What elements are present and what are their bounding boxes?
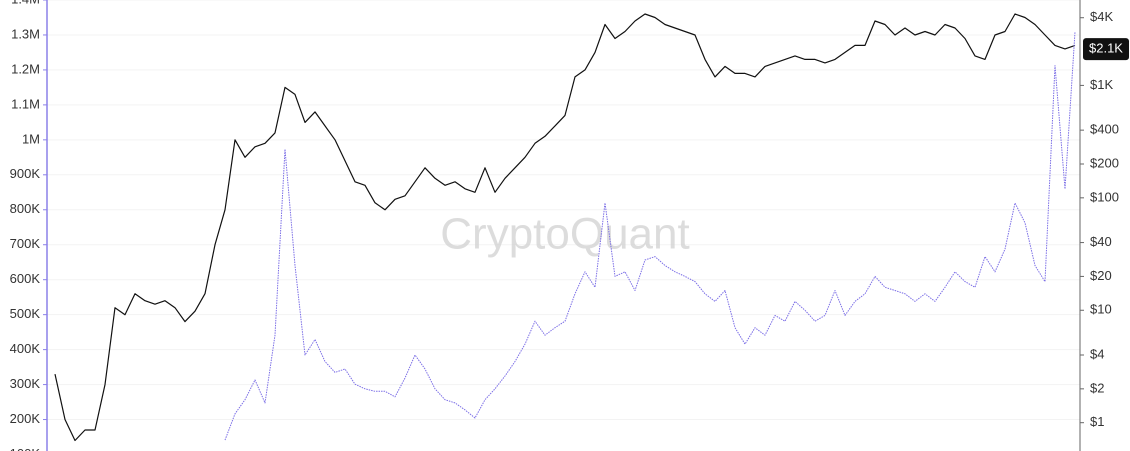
series-line — [224, 31, 1076, 441]
price-tag — [1083, 38, 1129, 61]
y-tick-label: 100K — [10, 446, 41, 451]
y2-tick-label: $2 — [1090, 380, 1104, 395]
y2-tick-label: $1K — [1090, 77, 1113, 92]
y-tick-label: 1M — [22, 131, 40, 146]
watermark: CryptoQuant — [440, 210, 689, 259]
y-tick-label: 200K — [10, 411, 41, 426]
y-tick-label: 400K — [10, 341, 41, 356]
y2-tick-label: $200 — [1090, 155, 1119, 170]
series-line — [54, 13, 1076, 442]
y-tick-label: 1.2M — [11, 61, 40, 76]
y-tick-label: 700K — [10, 236, 41, 251]
y2-tick-label: $100 — [1090, 189, 1119, 204]
y-tick-label: 800K — [10, 201, 41, 216]
y2-tick-label: $400 — [1090, 122, 1119, 137]
y2-tick-label: $4K — [1090, 9, 1113, 24]
y-tick-label: 1.1M — [11, 96, 40, 111]
y2-tick-label: $20 — [1090, 268, 1112, 283]
y-tick-label: 1.3M — [11, 26, 40, 41]
grid — [47, 0, 1080, 421]
y2-tick-label: $40 — [1090, 234, 1112, 249]
y-tick-label: 500K — [10, 306, 41, 321]
y-tick-label: 300K — [10, 376, 41, 391]
y-tick-label: 900K — [10, 166, 41, 181]
price-tag-label: $2.1K — [1089, 41, 1123, 56]
y2-tick-label: $4 — [1090, 346, 1104, 361]
y-tick-label: 1.4M — [11, 0, 40, 6]
y-tick-label: 600K — [10, 271, 41, 286]
y2-tick-label: $10 — [1090, 302, 1112, 317]
y2-tick-label: $1 — [1090, 414, 1104, 429]
